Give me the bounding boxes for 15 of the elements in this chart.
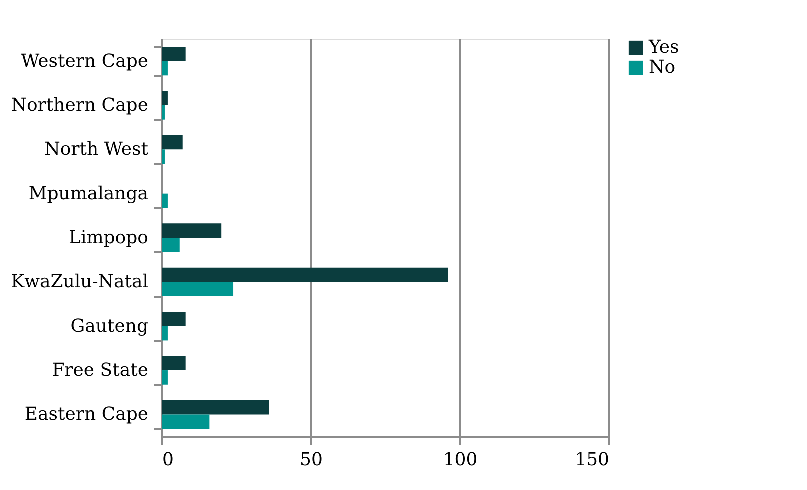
y-tick-label: Western Cape bbox=[21, 50, 148, 72]
x-tick-label: 150 bbox=[575, 450, 610, 470]
legend-label: Yes bbox=[648, 37, 680, 58]
y-tick-label: Gauteng bbox=[70, 316, 148, 337]
y-tick-label: Free State bbox=[52, 360, 148, 382]
x-tick-label: 100 bbox=[443, 450, 478, 470]
y-tick-label: North West bbox=[44, 139, 150, 160]
y-tick-label: Mpumalanga bbox=[28, 183, 149, 204]
x-tick-label: 50 bbox=[300, 450, 323, 470]
legend-label: No bbox=[649, 57, 676, 78]
y-tick-label: Eastern Cape bbox=[24, 404, 148, 426]
y-tick-label: KwaZulu-Natal bbox=[11, 272, 149, 293]
y-tick-label: Limpopo bbox=[69, 228, 148, 248]
x-tick-label: 0 bbox=[162, 450, 174, 470]
y-tick-label: Northern Cape bbox=[11, 94, 148, 116]
